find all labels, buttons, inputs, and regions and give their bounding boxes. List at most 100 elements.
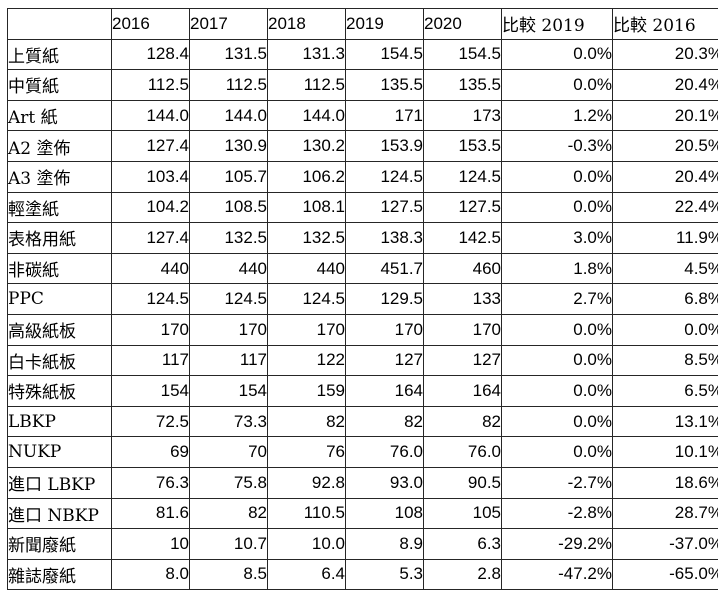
year-value-cell: 127.5 bbox=[345, 191, 424, 224]
year-value-cell: 75.8 bbox=[189, 466, 268, 499]
year-value-cell: 154 bbox=[189, 375, 268, 407]
year-value-cell: 440 bbox=[111, 252, 190, 285]
year-value-cell: 153.9 bbox=[345, 130, 424, 162]
compare-value-cell: 0.0% bbox=[501, 38, 613, 71]
year-value-cell: 154 bbox=[111, 375, 190, 407]
year-value-cell: 129.5 bbox=[345, 283, 424, 315]
column-header-year: 2017 bbox=[189, 8, 268, 40]
compare-value-cell: 0.0% bbox=[501, 313, 613, 346]
compare-value-cell: 0.0% bbox=[501, 160, 613, 193]
row-label: 輕塗紙 bbox=[7, 191, 112, 224]
year-value-cell: 72.5 bbox=[111, 405, 190, 438]
compare-value-cell: 8.5% bbox=[612, 344, 718, 377]
compare-value-cell: 13.1% bbox=[612, 405, 718, 438]
compare-value-cell: 3.0% bbox=[501, 222, 613, 254]
year-value-cell: 82 bbox=[345, 405, 424, 438]
year-value-cell: 104.2 bbox=[111, 191, 190, 224]
year-value-cell: 132.5 bbox=[267, 222, 346, 254]
year-value-cell: 92.8 bbox=[267, 466, 346, 499]
row-label: A2 塗佈 bbox=[7, 130, 112, 162]
column-header-year: 2020 bbox=[423, 8, 502, 40]
compare-value-cell: -0.3% bbox=[501, 130, 613, 162]
year-value-cell: 127.4 bbox=[111, 130, 190, 162]
year-value-cell: 108.1 bbox=[267, 191, 346, 224]
year-value-cell: 108 bbox=[345, 497, 424, 530]
compare-value-cell: 0.0% bbox=[501, 344, 613, 377]
year-value-cell: 105.7 bbox=[189, 160, 268, 193]
compare-value-cell: -65.0% bbox=[612, 558, 718, 591]
year-value-cell: 173 bbox=[423, 99, 502, 132]
year-value-cell: 159 bbox=[267, 375, 346, 407]
year-value-cell: 10.7 bbox=[189, 528, 268, 560]
year-value-cell: 127 bbox=[345, 344, 424, 377]
year-value-cell: 451.7 bbox=[345, 252, 424, 285]
year-value-cell: 106.2 bbox=[267, 160, 346, 193]
compare-value-cell: 28.7% bbox=[612, 497, 718, 530]
year-value-cell: 124.5 bbox=[345, 160, 424, 193]
compare-value-cell: 0.0% bbox=[501, 436, 613, 468]
year-value-cell: 6.4 bbox=[267, 558, 346, 591]
row-label: 中質紙 bbox=[7, 69, 112, 101]
year-value-cell: 124.5 bbox=[189, 283, 268, 315]
year-value-cell: 82 bbox=[267, 405, 346, 438]
compare-value-cell: 20.3% bbox=[612, 38, 718, 71]
row-label: NUKP bbox=[7, 436, 112, 468]
year-value-cell: 76 bbox=[267, 436, 346, 468]
year-value-cell: 131.3 bbox=[267, 38, 346, 71]
row-label: 高級紙板 bbox=[7, 313, 112, 346]
year-value-cell: 154.5 bbox=[345, 38, 424, 71]
row-label: 表格用紙 bbox=[7, 222, 112, 254]
year-value-cell: 117 bbox=[111, 344, 190, 377]
year-value-cell: 10.0 bbox=[267, 528, 346, 560]
year-value-cell: 164 bbox=[423, 375, 502, 407]
compare-value-cell: 1.8% bbox=[501, 252, 613, 285]
table-header: 2016 2017 2018 2019 2020 比較 2019 比較 2016 bbox=[7, 8, 718, 40]
year-value-cell: 164 bbox=[345, 375, 424, 407]
year-value-cell: 144.0 bbox=[267, 99, 346, 132]
compare-value-cell: 20.5% bbox=[612, 130, 718, 162]
year-value-cell: 133 bbox=[423, 283, 502, 315]
column-header-year: 2018 bbox=[267, 8, 346, 40]
year-value-cell: 76.0 bbox=[423, 436, 502, 468]
column-header-compare: 比較 2016 bbox=[612, 8, 718, 40]
row-label: Art 紙 bbox=[7, 99, 112, 132]
year-value-cell: 103.4 bbox=[111, 160, 190, 193]
year-value-cell: 124.5 bbox=[111, 283, 190, 315]
year-value-cell: 69 bbox=[111, 436, 190, 468]
year-value-cell: 8.0 bbox=[111, 558, 190, 591]
compare-value-cell: 0.0% bbox=[612, 313, 718, 346]
year-value-cell: 130.2 bbox=[267, 130, 346, 162]
compare-value-cell: 0.0% bbox=[501, 405, 613, 438]
year-value-cell: 127.5 bbox=[423, 191, 502, 224]
row-label: LBKP bbox=[7, 405, 112, 438]
row-label: 上質紙 bbox=[7, 38, 112, 71]
year-value-cell: 170 bbox=[423, 313, 502, 346]
compare-value-cell: 0.0% bbox=[501, 69, 613, 101]
year-value-cell: 170 bbox=[111, 313, 190, 346]
row-label: 雜誌廢紙 bbox=[7, 558, 112, 591]
compare-value-cell: 2.7% bbox=[501, 283, 613, 315]
year-value-cell: 460 bbox=[423, 252, 502, 285]
year-value-cell: 8.9 bbox=[345, 528, 424, 560]
year-value-cell: 2.8 bbox=[423, 558, 502, 591]
table-body: 上質紙128.4131.5131.3154.5154.50.0%20.3%中質紙… bbox=[7, 38, 718, 591]
year-value-cell: 112.5 bbox=[267, 69, 346, 101]
year-value-cell: 144.0 bbox=[189, 99, 268, 132]
year-value-cell: 124.5 bbox=[423, 160, 502, 193]
year-value-cell: 135.5 bbox=[345, 69, 424, 101]
compare-value-cell: 20.4% bbox=[612, 160, 718, 193]
year-value-cell: 76.0 bbox=[345, 436, 424, 468]
compare-value-cell: 10.1% bbox=[612, 436, 718, 468]
year-value-cell: 112.5 bbox=[111, 69, 190, 101]
compare-value-cell: 20.4% bbox=[612, 69, 718, 101]
year-value-cell: 122 bbox=[267, 344, 346, 377]
